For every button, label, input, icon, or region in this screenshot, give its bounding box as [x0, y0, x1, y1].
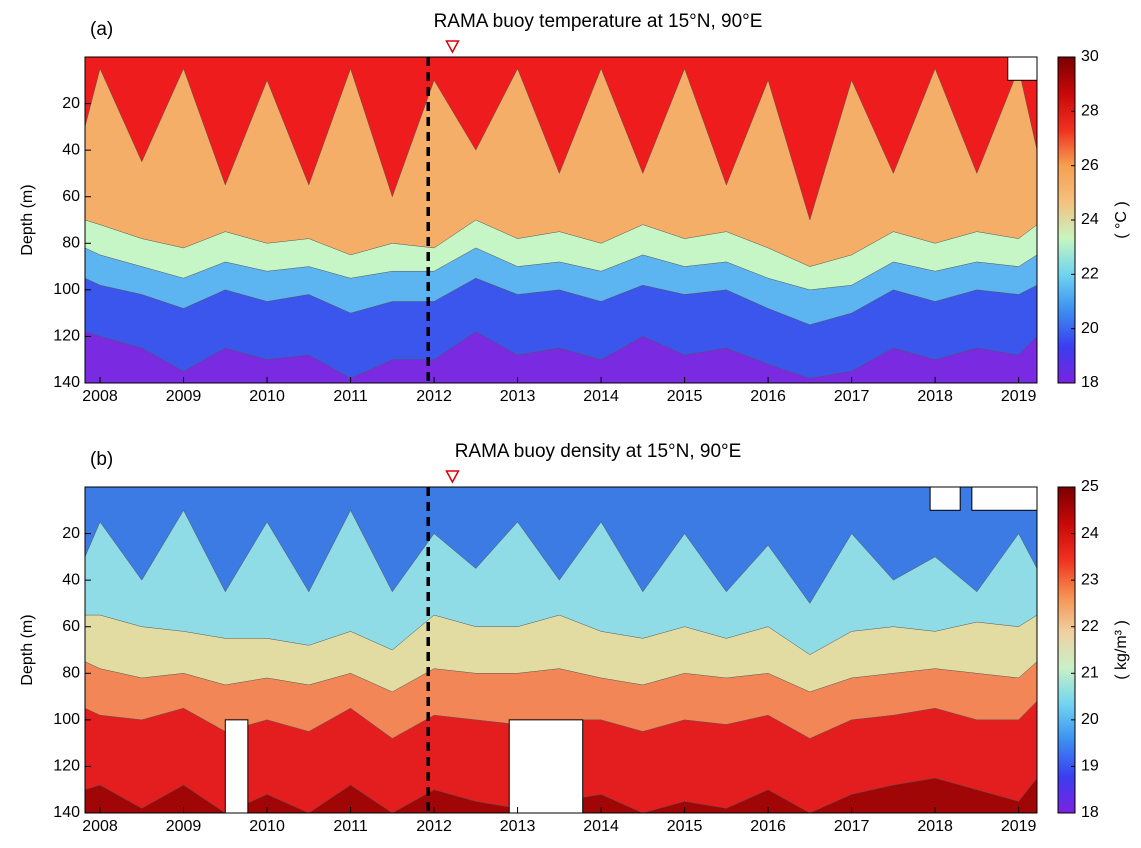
x-tick-label: 2019	[1001, 388, 1037, 405]
plot-frame	[84, 486, 1038, 814]
x-tick-label: 2010	[249, 818, 285, 835]
x-tick-label: 2014	[583, 388, 619, 405]
y-axis-label: Depth (m)	[19, 614, 36, 685]
colorbar	[1057, 486, 1076, 814]
data-gap	[508, 719, 584, 813]
colorbar-tick-label: 23	[1081, 571, 1099, 588]
y-tick-label: 60	[62, 188, 80, 205]
y-tick-label: 120	[53, 328, 80, 345]
y-axis-label: Depth (m)	[19, 184, 36, 255]
colorbar-tick-label: 24	[1081, 525, 1099, 542]
x-tick-label: 2010	[249, 388, 285, 405]
colorbar-tick-label: 20	[1081, 711, 1099, 728]
x-tick-label: 2017	[834, 818, 870, 835]
y-tick-label: 60	[62, 618, 80, 635]
colorbar-tick-label: 28	[1081, 103, 1099, 120]
y-tick-label: 40	[62, 571, 80, 588]
colorbar-tick-label: 30	[1081, 48, 1099, 65]
x-tick-label: 2015	[667, 388, 703, 405]
event-marker	[445, 40, 460, 54]
colorbar-label: ( kg/m³ )	[1113, 620, 1130, 680]
y-tick-label: 140	[53, 374, 80, 391]
y-tick-label: 80	[62, 665, 80, 682]
colorbar-tick-label: 26	[1081, 157, 1099, 174]
colorbar-tick-label: 22	[1081, 266, 1099, 283]
colorbar-tick-label: 21	[1081, 665, 1099, 682]
plot-area	[85, 57, 1037, 383]
chart-title: RAMA buoy density at 15°N, 90°E	[455, 441, 742, 462]
data-gap	[971, 487, 1037, 511]
x-tick-label: 2012	[416, 818, 452, 835]
x-tick-label: 2015	[667, 818, 703, 835]
x-tick-label: 2013	[500, 388, 536, 405]
x-tick-label: 2009	[166, 818, 202, 835]
x-tick-label: 2018	[917, 388, 953, 405]
data-gap	[929, 487, 961, 511]
y-tick-label: 120	[53, 758, 80, 775]
x-tick-label: 2018	[917, 818, 953, 835]
x-tick-label: 2009	[166, 388, 202, 405]
x-tick-label: 2016	[750, 388, 786, 405]
colorbar-tick-label: 18	[1081, 804, 1099, 821]
colorbar-tick-label: 22	[1081, 618, 1099, 635]
event-marker	[445, 470, 460, 484]
x-tick-label: 2019	[1001, 818, 1037, 835]
colorbar-tick-label: 18	[1081, 374, 1099, 391]
y-tick-label: 80	[62, 235, 80, 252]
contour-band	[85, 277, 1037, 383]
colorbar-tick-label: 24	[1081, 211, 1099, 228]
x-tick-label: 2012	[416, 388, 452, 405]
x-tick-label: 2016	[750, 818, 786, 835]
chart-title: RAMA buoy temperature at 15°N, 90°E	[434, 11, 763, 32]
x-tick-label: 2011	[333, 818, 368, 835]
y-tick-label: 100	[53, 281, 80, 298]
y-tick-label: 100	[53, 711, 80, 728]
x-tick-label: 2017	[834, 388, 870, 405]
data-gap	[224, 719, 249, 813]
y-tick-label: 140	[53, 804, 80, 821]
colorbar-tick-label: 20	[1081, 320, 1099, 337]
y-tick-label: 40	[62, 141, 80, 158]
colorbar-tick-label: 19	[1081, 758, 1099, 775]
x-tick-label: 2013	[500, 818, 536, 835]
x-tick-label: 2014	[583, 818, 619, 835]
contour-band	[85, 331, 1037, 383]
x-tick-label: 2011	[333, 388, 368, 405]
y-tick-label: 20	[62, 95, 80, 112]
x-tick-label: 2008	[82, 818, 118, 835]
data-gap	[1007, 57, 1037, 81]
colorbar-label: ( °C )	[1113, 201, 1130, 239]
colorbar-tick-label: 25	[1081, 478, 1099, 495]
y-tick-label: 20	[62, 525, 80, 542]
panel-label: (b)	[90, 449, 113, 470]
x-tick-label: 2008	[82, 388, 118, 405]
plot-frame	[84, 56, 1038, 384]
panel-label: (a)	[90, 19, 113, 40]
plot-area	[85, 487, 1037, 813]
